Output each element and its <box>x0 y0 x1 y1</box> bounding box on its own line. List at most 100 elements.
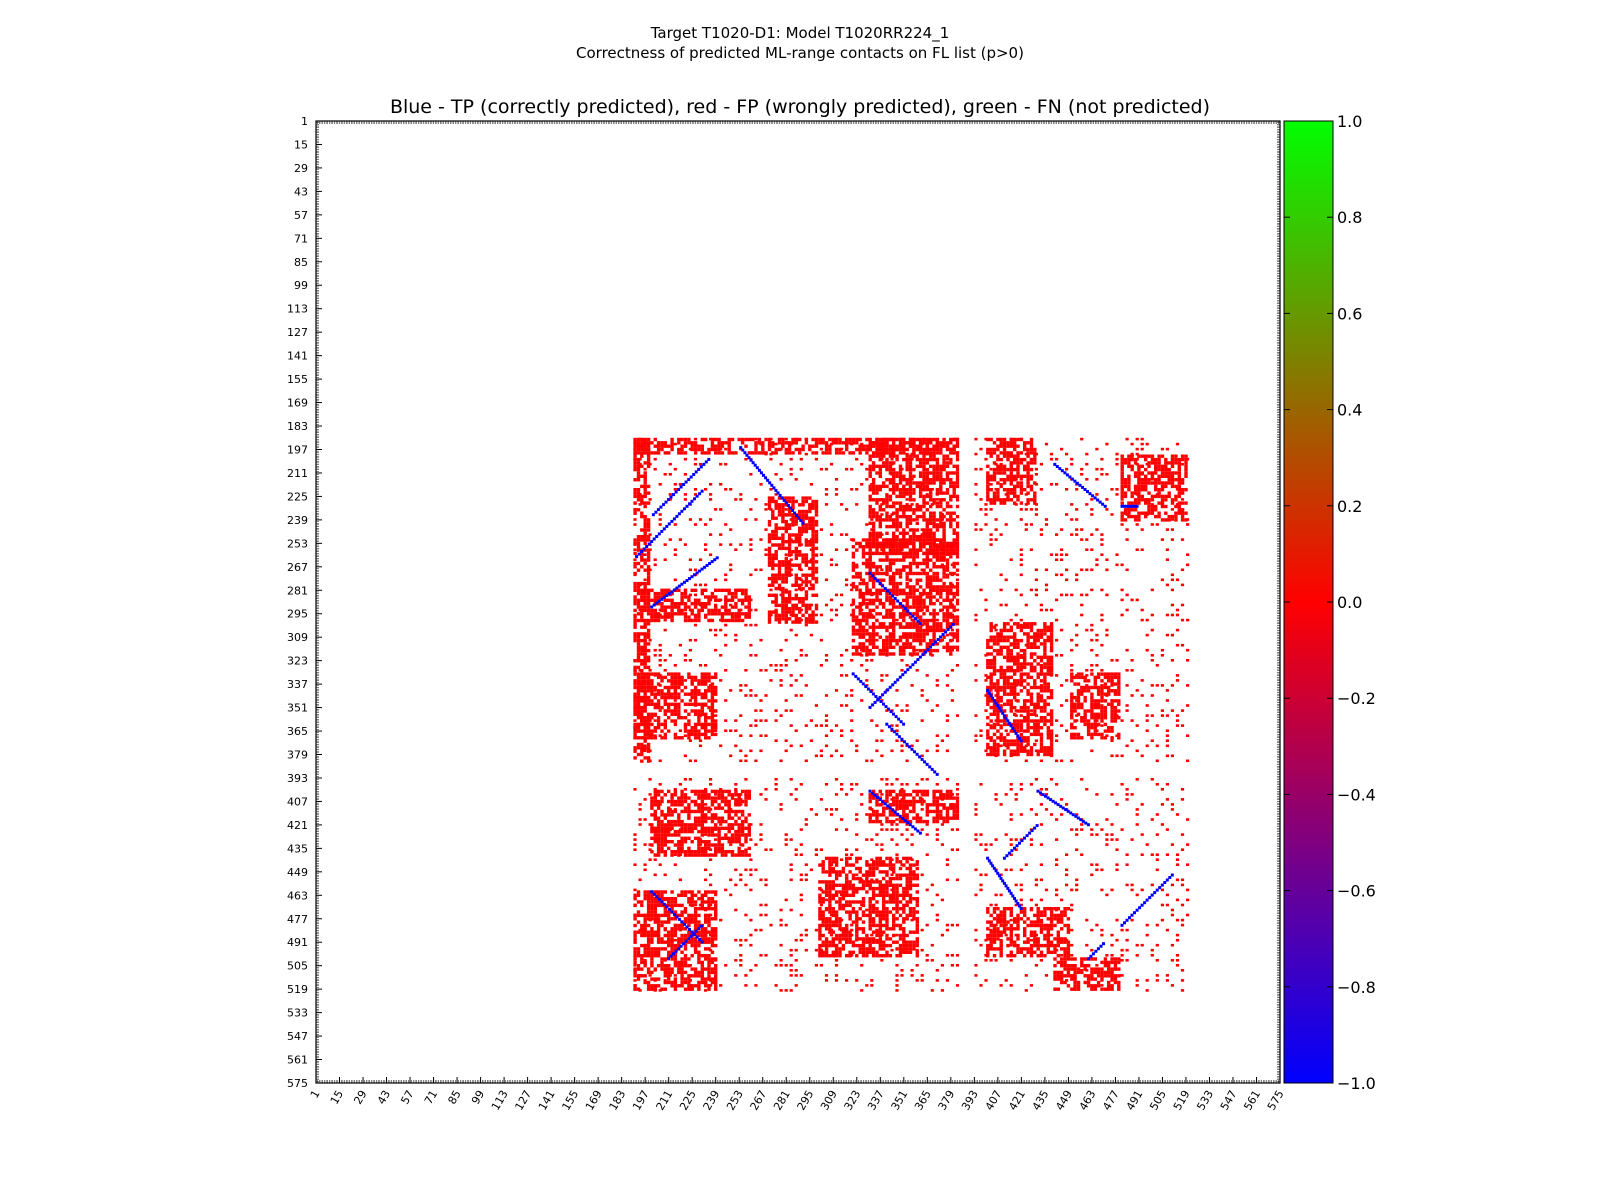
fp-contact-cell <box>898 612 903 616</box>
fp-contact-cell <box>845 860 849 864</box>
fp-contact-cell <box>673 819 678 824</box>
fp-contact-cell <box>730 853 735 857</box>
fp-contact-cell <box>767 533 772 537</box>
fp-contact-cell <box>855 913 859 918</box>
fp-contact-cell <box>653 615 657 619</box>
fp-contact-cell <box>905 488 909 492</box>
fp-contact-cell <box>670 943 674 948</box>
fp-contact-cell <box>878 883 882 887</box>
fp-contact-cell <box>908 893 913 897</box>
fp-contact-cell <box>700 846 704 851</box>
fp-contact-cell <box>955 581 960 586</box>
fp-contact-cell <box>720 588 725 592</box>
fp-contact-cell <box>704 451 708 455</box>
fp-contact-cell <box>918 638 923 643</box>
fp-contact-cell <box>1133 488 1138 492</box>
fp-contact-cell <box>908 541 913 546</box>
fp-contact-cell <box>986 665 990 670</box>
fp-contact-cell <box>1144 501 1148 505</box>
fp-contact-cell <box>895 551 899 556</box>
fp-contact-cell <box>747 789 751 794</box>
fp-contact-cell <box>996 632 1000 636</box>
fp-contact-cell <box>781 536 785 540</box>
fp-contact-cell <box>707 917 711 921</box>
fp-contact-cell <box>828 437 832 442</box>
fp-contact-cell <box>1006 665 1010 670</box>
fp-contact-cell <box>680 984 684 988</box>
fp-contact-cell <box>925 595 929 599</box>
fp-contact-cell <box>700 672 704 676</box>
fp-contact-cell <box>885 856 889 861</box>
fp-contact-cell <box>683 890 688 894</box>
fp-contact-cell <box>986 642 990 646</box>
fp-contact-cell <box>905 524 909 529</box>
fp-contact-cell <box>1019 709 1024 713</box>
fp-contact-cell <box>875 548 879 552</box>
fp-contact-cell <box>851 612 856 616</box>
fp-contact-cell <box>955 451 960 455</box>
fp-contact-cell <box>898 635 903 639</box>
fp-contact-cell <box>633 602 637 606</box>
fp-contact-cell <box>670 712 674 716</box>
fp-contact-cell <box>942 521 946 525</box>
fp-contact-cell <box>922 514 926 519</box>
fp-contact-cell <box>892 618 896 623</box>
fp-contact-cell <box>1009 729 1013 733</box>
fp-contact-cell <box>640 558 644 562</box>
fp-contact-cell <box>828 886 832 891</box>
fp-contact-cell <box>653 685 657 690</box>
fp-contact-cell <box>814 444 819 448</box>
fp-contact-cell <box>714 595 718 599</box>
fp-contact-cell <box>1026 632 1030 636</box>
fp-contact-cell <box>717 836 721 840</box>
fp-contact-cell <box>892 524 896 529</box>
fp-contact-cell <box>1180 488 1185 492</box>
fp-contact-cell <box>855 585 859 589</box>
fp-contact-cell <box>838 883 842 887</box>
fp-contact-cell <box>808 560 812 564</box>
fp-contact-cell <box>704 816 708 820</box>
fp-contact-cell <box>670 605 674 609</box>
fp-contact-cell <box>1154 464 1158 468</box>
fp-contact-cell <box>878 518 882 522</box>
fp-contact-cell <box>667 451 671 455</box>
fp-contact-cell <box>1140 464 1144 468</box>
fp-contact-cell <box>885 893 889 897</box>
fp-contact-cell <box>720 826 725 830</box>
fp-contact-cell <box>885 551 889 556</box>
fp-contact-cell <box>670 799 674 804</box>
fp-contact-cell <box>986 685 990 690</box>
fp-contact-cell <box>707 843 711 847</box>
fp-contact-cell <box>1130 494 1134 499</box>
fp-contact-cell <box>653 907 657 911</box>
fp-contact-cell <box>677 813 681 817</box>
fp-contact-cell <box>727 451 731 455</box>
fp-contact-cell <box>1049 722 1054 727</box>
fp-contact-cell <box>650 950 654 954</box>
fp-contact-cell <box>794 556 798 561</box>
fp-contact-cell <box>989 454 993 458</box>
fp-contact-cell <box>1154 467 1158 472</box>
fp-contact-cell <box>1046 719 1050 723</box>
fp-contact-cell <box>935 474 940 478</box>
fp-contact-cell <box>707 451 711 455</box>
fp-contact-cell <box>898 883 903 887</box>
fp-contact-cell <box>1002 638 1007 643</box>
fp-contact-cell <box>915 571 919 576</box>
fp-contact-cell <box>1043 685 1047 690</box>
fp-contact-cell <box>925 585 929 589</box>
fp-contact-cell <box>670 930 674 934</box>
fp-contact-cell <box>777 560 782 564</box>
fp-contact-cell <box>932 451 936 455</box>
fp-contact-cell <box>814 620 819 624</box>
fp-contact-cell <box>986 471 990 475</box>
fp-contact-cell <box>892 876 896 881</box>
fp-contact-cell <box>697 796 701 800</box>
fp-contact-cell <box>697 679 701 683</box>
fp-contact-cell <box>636 588 641 592</box>
fp-contact-cell <box>892 628 896 633</box>
fp-contact-cell <box>656 722 661 727</box>
fp-contact-cell <box>939 622 943 626</box>
fp-contact-cell <box>1120 511 1124 515</box>
fp-contact-cell <box>700 974 704 978</box>
